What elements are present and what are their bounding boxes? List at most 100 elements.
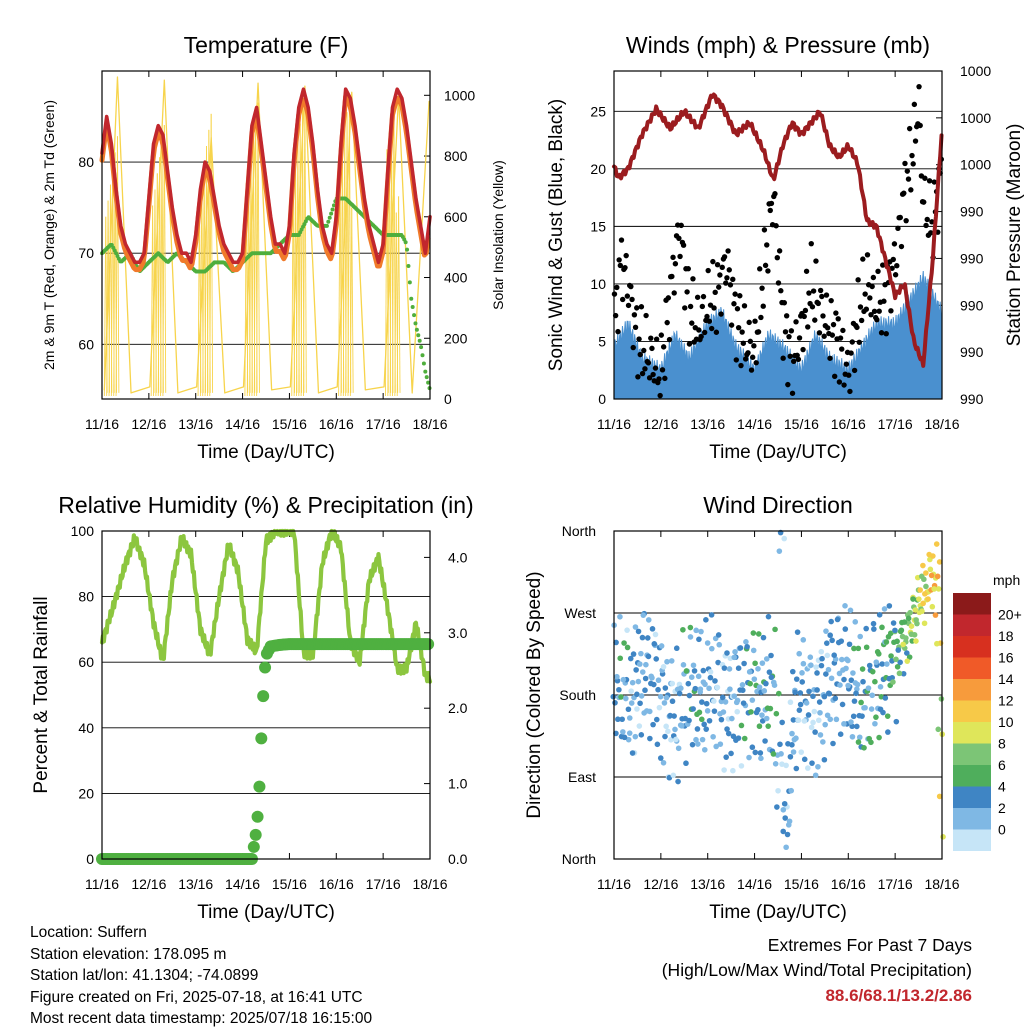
solar-spike [345, 112, 348, 396]
y-tick-label-right: 2.0 [448, 700, 468, 716]
direction-point [629, 679, 636, 686]
direction-point [731, 693, 738, 699]
gust-point [745, 350, 751, 356]
direction-point [729, 715, 735, 722]
direction-point [628, 700, 635, 706]
gust-point [790, 358, 797, 365]
x-tick-label: 17/16 [366, 416, 401, 432]
gust-point [701, 329, 708, 336]
direction-point [927, 566, 934, 573]
gust-point [785, 381, 791, 388]
direction-point [936, 793, 943, 800]
gust-point [648, 335, 654, 341]
direction-point [809, 760, 815, 766]
solar-spike [298, 123, 301, 396]
direction-point [678, 723, 685, 729]
gust-point [632, 324, 639, 331]
gust-point [928, 230, 934, 236]
direction-point [741, 660, 747, 667]
direction-point [732, 649, 738, 655]
dewpoint-point [403, 240, 408, 245]
y-tick-label-left: 0 [598, 391, 606, 407]
direction-point [711, 698, 717, 704]
direction-point [618, 694, 624, 700]
gust-point [712, 289, 718, 296]
y-tick-label-right: 1000 [960, 110, 991, 126]
gust-point [856, 339, 862, 345]
direction-point [648, 680, 654, 687]
solar-spike [108, 184, 111, 396]
gust-point [653, 336, 660, 342]
gust-point [906, 125, 913, 132]
solar-spike [347, 96, 350, 396]
gust-point [839, 346, 845, 352]
direction-point [706, 717, 713, 724]
plot-border [101, 70, 431, 400]
direction-point [810, 719, 816, 726]
direction-point [642, 675, 649, 682]
gust-point [806, 290, 812, 296]
direction-point [645, 653, 652, 660]
gust-point [724, 275, 730, 281]
direction-point [708, 612, 715, 618]
direction-point [676, 690, 683, 697]
direction-point [774, 804, 780, 810]
gust-point [646, 375, 653, 381]
y-tick-label-left: 100 [71, 523, 95, 539]
gust-point [881, 298, 887, 304]
gust-point [855, 277, 861, 283]
gust-point [875, 268, 881, 275]
direction-point [822, 721, 828, 728]
direction-point [668, 658, 675, 664]
direction-point [827, 632, 833, 639]
figure-created: Figure created on Fri, 2025-07-18, at 16… [30, 988, 363, 1006]
direction-point [824, 652, 831, 659]
direction-point [876, 734, 882, 741]
y-axis-label-right: Solar Insolation (Yellow) [490, 160, 506, 310]
gust-point [827, 355, 833, 361]
y-tick-label-right: 990 [960, 297, 984, 313]
plot-border [613, 70, 943, 400]
direction-point [768, 674, 775, 681]
gust-point [867, 295, 873, 301]
direction-point [690, 662, 697, 669]
direction-point [787, 699, 794, 706]
y-tick-label: East [568, 769, 596, 785]
gust-point [788, 328, 795, 334]
direction-point [911, 631, 918, 638]
colorbar-swatch [953, 743, 991, 765]
direction-point [756, 684, 763, 691]
dewpoint-point [414, 327, 419, 332]
direction-point [873, 659, 880, 665]
direction-point [765, 723, 772, 729]
colorbar-title: mph [993, 572, 1020, 588]
direction-point [668, 737, 674, 743]
direction-point [885, 729, 891, 735]
dewpoint-point [410, 304, 415, 309]
dewpoint-point [423, 369, 428, 374]
direction-point [689, 741, 696, 748]
direction-point [859, 713, 865, 719]
direction-point [800, 660, 807, 667]
direction-point [635, 628, 642, 635]
direction-point [783, 762, 789, 769]
x-tick-label: 12/16 [643, 416, 678, 432]
direction-point [616, 686, 622, 693]
gust-point [789, 390, 796, 396]
direction-point [839, 656, 845, 663]
gust-point [786, 333, 792, 340]
y-tick-label: South [559, 687, 596, 703]
direction-point [808, 724, 815, 731]
station-location: Location: Suffern [30, 924, 147, 941]
direction-point [637, 700, 643, 707]
x-tick-label: 16/16 [831, 416, 866, 432]
direction-point [625, 736, 632, 743]
gust-point [757, 266, 763, 272]
direction-point [753, 709, 760, 716]
y-tick-label-left: 80 [78, 154, 94, 170]
panel-title: Wind Direction [703, 492, 853, 518]
solar-spike [394, 212, 397, 396]
direction-point [858, 699, 864, 706]
direction-point [643, 661, 649, 668]
gust-point [719, 264, 725, 271]
